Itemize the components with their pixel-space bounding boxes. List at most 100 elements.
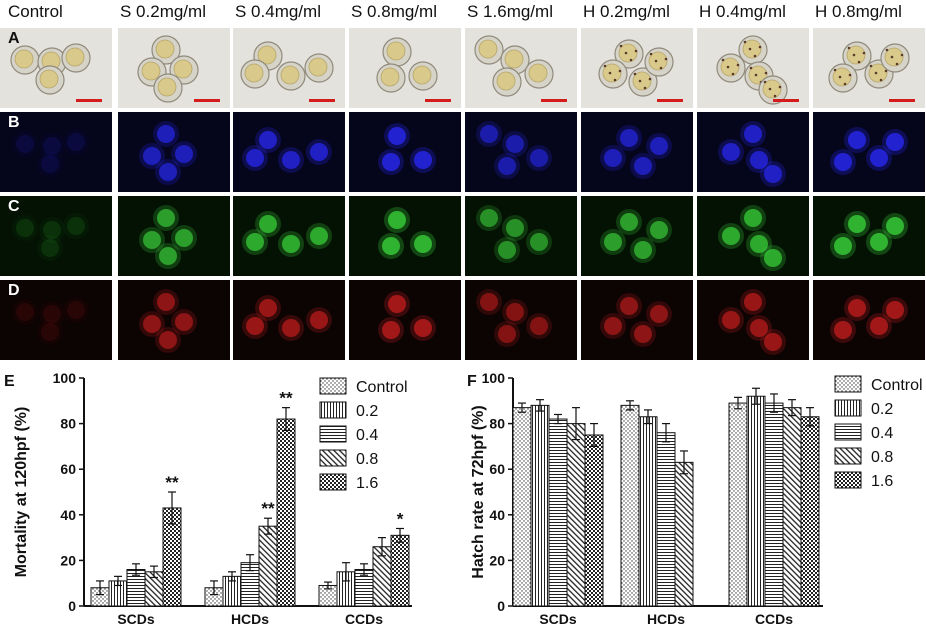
y-tick-label: 40	[489, 507, 505, 523]
pigment-spot	[664, 57, 668, 61]
legend-label: 0.8	[871, 449, 893, 466]
embryo-fluorescence	[506, 303, 524, 321]
embryo-fluorescence	[506, 135, 524, 153]
microscopy-cell-gfp	[581, 196, 693, 276]
embryo-yolk	[308, 57, 328, 77]
pigment-spot	[608, 71, 612, 75]
column-header: H 0.2mg/ml	[583, 2, 670, 21]
embryo-fluorescence	[834, 321, 852, 339]
embryo-fluorescence	[143, 315, 161, 333]
chart-mortality: E 0 20 40 60 80 100 Mortality at 120hpf (%) ** SC…	[4, 372, 412, 627]
embryo-fluorescence	[848, 131, 866, 149]
embryo-yolk	[280, 65, 300, 85]
embryo-fluorescence	[43, 137, 61, 155]
microscopy-cell-brightfield	[581, 28, 693, 108]
embryo-yolk	[868, 63, 888, 83]
microscopy-cell-dapi	[118, 112, 230, 192]
embryo-fluorescence	[764, 249, 782, 267]
embryo-fluorescence	[282, 319, 300, 337]
y-tick-label: 100	[482, 372, 506, 386]
embryo-fluorescence	[750, 319, 768, 337]
row-label: C	[8, 198, 20, 215]
significance-label: **	[279, 389, 293, 408]
embryo-fluorescence	[175, 313, 193, 331]
embryo-fluorescence	[41, 323, 59, 341]
embryo-fluorescence	[530, 317, 548, 335]
bar	[566, 423, 586, 607]
bar	[548, 418, 568, 607]
pigment-spot	[736, 63, 740, 67]
embryo-fluorescence	[157, 293, 175, 311]
bar	[800, 416, 820, 607]
panel-letter: E	[4, 373, 15, 390]
embryo-fluorescence	[43, 221, 61, 239]
legend-label: Control	[871, 377, 923, 394]
microscopy-cell-brightfield	[813, 28, 925, 108]
embryo-yolk	[478, 39, 498, 59]
embryo-yolk	[720, 57, 740, 77]
embryo-fluorescence	[159, 331, 177, 349]
pigment-spot	[748, 47, 752, 51]
scale-bar	[657, 99, 683, 102]
embryo-fluorescence	[604, 233, 622, 251]
pigment-spot	[874, 71, 878, 75]
embryo-yolk	[504, 49, 524, 69]
microscopy-cell-dapi	[813, 112, 925, 192]
embryo-fluorescence	[259, 131, 277, 149]
legend-label: 0.2	[356, 403, 378, 420]
bar	[390, 534, 410, 607]
embryo-outline	[37, 151, 63, 177]
bar	[276, 418, 296, 607]
embryo-fluorescence	[175, 145, 193, 163]
embryo-yolk	[39, 69, 59, 89]
pigment-spot	[895, 62, 899, 66]
scale-bar	[76, 99, 102, 102]
x-tick-label: SCDs	[539, 611, 577, 627]
row-label: A	[8, 30, 20, 47]
pigment-spot	[754, 73, 758, 77]
pigment-spot	[633, 72, 637, 76]
column-header: H 0.8mg/ml	[815, 2, 902, 21]
embryo-fluorescence	[870, 317, 888, 335]
microscopy-cell-gfp	[465, 196, 577, 276]
pigment-spot	[648, 77, 652, 81]
pigment-spot	[638, 79, 642, 83]
microscopy-cell-gfp	[349, 196, 461, 276]
embryo-fluorescence	[744, 125, 762, 143]
scale-bar	[309, 99, 335, 102]
embryo-fluorescence	[870, 149, 888, 167]
embryo-fluorescence	[310, 311, 328, 329]
embryo-fluorescence	[143, 147, 161, 165]
y-tick-label: 20	[60, 552, 76, 568]
x-tick-label: CCDs	[755, 611, 793, 627]
embryo-yolk	[380, 67, 400, 87]
column-header: S 0.4mg/ml	[235, 2, 321, 21]
embryo-fluorescence	[388, 295, 406, 313]
embryo-fluorescence	[16, 219, 34, 237]
embryo-yolk	[65, 47, 85, 67]
legend-swatch	[319, 449, 347, 467]
embryo-yolk	[496, 71, 516, 91]
embryo-fluorescence	[634, 325, 652, 343]
bar	[638, 416, 658, 607]
y-axis-label: Mortality at 120hpf (%)	[13, 407, 30, 578]
bar	[656, 432, 676, 607]
microscopy-cell-rfp	[349, 280, 461, 360]
embryo-fluorescence	[67, 217, 85, 235]
pigment-spot	[613, 78, 617, 82]
embryo-fluorescence	[414, 319, 432, 337]
embryo-fluorescence	[530, 149, 548, 167]
pigment-spot	[634, 49, 638, 53]
microscopy-cell-brightfield	[233, 28, 345, 108]
column-header: S 0.2mg/ml	[120, 2, 206, 21]
column-header: H 0.4mg/ml	[699, 2, 786, 21]
embryo-yolk	[846, 45, 866, 65]
microscopy-cell-brightfield	[697, 28, 809, 108]
embryo-outline	[39, 217, 65, 243]
legend-swatch	[319, 425, 347, 443]
embryo-fluorescence	[67, 133, 85, 151]
pigment-spot	[619, 44, 623, 48]
embryo-fluorescence	[506, 219, 524, 237]
embryo-fluorescence	[67, 301, 85, 319]
embryo-fluorescence	[604, 317, 622, 335]
